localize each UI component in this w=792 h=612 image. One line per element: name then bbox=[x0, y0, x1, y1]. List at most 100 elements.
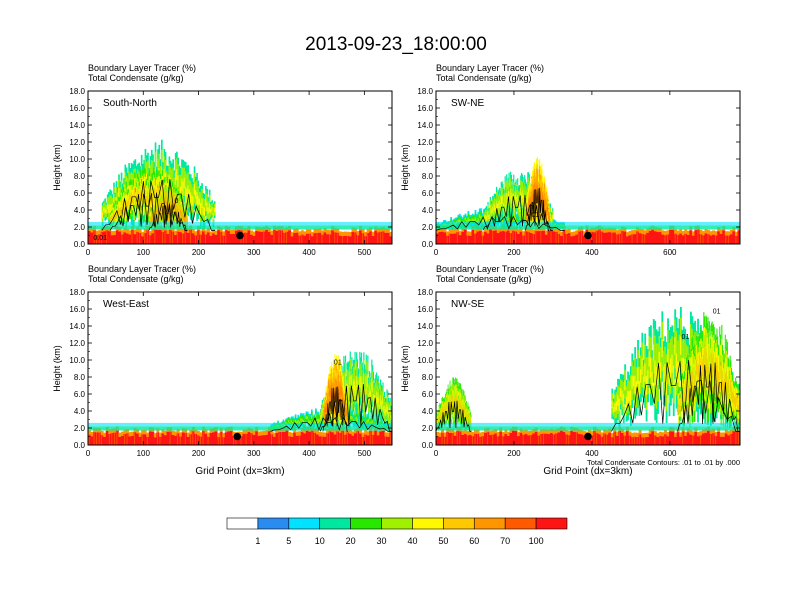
bl-cell-upper bbox=[283, 228, 286, 233]
tracer-cell bbox=[151, 218, 153, 222]
tracer-cell bbox=[320, 415, 322, 420]
bl-cell-upper bbox=[466, 431, 470, 436]
x-tick-label: 600 bbox=[663, 248, 677, 257]
bl-cell-lower bbox=[265, 229, 269, 244]
tracer-cell bbox=[489, 214, 491, 219]
tracer-cell bbox=[658, 351, 661, 368]
bl-cell-upper bbox=[338, 231, 342, 236]
tracer-cell bbox=[674, 337, 677, 355]
bl-cell-upper bbox=[509, 228, 513, 234]
bl-cell-upper bbox=[290, 432, 294, 437]
bl-cell-lower bbox=[110, 235, 114, 244]
bl-cell-lower bbox=[267, 232, 271, 244]
bl-cell-lower bbox=[131, 435, 134, 445]
bl-streak bbox=[603, 433, 605, 445]
bl-cell-upper bbox=[204, 429, 208, 434]
bl-cell-lower bbox=[529, 232, 533, 244]
bl-cell-lower bbox=[732, 431, 736, 445]
tracer-cell bbox=[384, 409, 387, 417]
bl-cell-lower bbox=[712, 234, 716, 244]
bl-cell-lower bbox=[283, 232, 286, 244]
bl-cell-lower bbox=[303, 433, 307, 445]
tracer-cell bbox=[200, 203, 202, 214]
y-tick-label: 2.0 bbox=[422, 424, 434, 433]
tracer-cell bbox=[136, 186, 139, 195]
plot-area: 0.010 bbox=[87, 90, 393, 245]
bl-cell-upper bbox=[207, 227, 210, 233]
bl-cell-upper bbox=[674, 432, 678, 437]
tracer-cell bbox=[651, 372, 654, 386]
bl-cell-upper bbox=[438, 432, 442, 437]
tracer-cell bbox=[371, 378, 373, 391]
y-tick-label: 14.0 bbox=[417, 322, 433, 331]
bl-cell-lower bbox=[539, 230, 543, 244]
bl-cell-upper bbox=[565, 430, 569, 435]
bl-cell-lower bbox=[620, 432, 624, 445]
bl-cell-upper bbox=[371, 231, 375, 237]
tracer-cell bbox=[667, 349, 669, 369]
tracer-cell bbox=[380, 399, 383, 409]
tracer-cell bbox=[665, 374, 668, 395]
bl-streak bbox=[149, 235, 151, 244]
tracer-cell bbox=[357, 390, 359, 404]
tracer-cell bbox=[348, 385, 350, 401]
bl-cell-upper bbox=[207, 432, 210, 437]
bl-cell-lower bbox=[128, 234, 132, 244]
tracer-cell bbox=[496, 201, 498, 211]
tracer-cell bbox=[366, 420, 369, 424]
tracer-cell bbox=[185, 219, 187, 223]
bl-streak bbox=[616, 234, 618, 244]
tracer-cell bbox=[368, 385, 371, 395]
bl-cell-lower bbox=[603, 433, 607, 445]
tracer-cell bbox=[296, 421, 298, 424]
tracer-cell bbox=[205, 198, 207, 206]
tracer-cell bbox=[717, 371, 719, 389]
bl-cell-lower bbox=[133, 234, 137, 244]
tracer-cell bbox=[154, 216, 156, 222]
tracer-cell bbox=[207, 207, 210, 215]
tracer-cell bbox=[121, 198, 123, 205]
tracer-cell bbox=[634, 375, 637, 394]
bl-cell-upper bbox=[310, 231, 314, 237]
tracer-cell bbox=[644, 363, 647, 382]
bl-cell-lower bbox=[560, 430, 564, 445]
bl-streak bbox=[492, 230, 494, 244]
bl-cell-lower bbox=[171, 434, 175, 445]
bl-cell-upper bbox=[351, 227, 355, 232]
condensate-contour bbox=[525, 187, 549, 231]
tracer-cell bbox=[652, 344, 655, 361]
bl-streak bbox=[336, 431, 338, 445]
bl-cell-lower bbox=[669, 431, 672, 445]
tracer-cell bbox=[468, 219, 471, 222]
bl-cell-lower bbox=[707, 234, 710, 244]
bl-cell-lower bbox=[499, 431, 503, 445]
tracer-cell bbox=[162, 208, 164, 215]
bl-cell-lower bbox=[560, 235, 564, 244]
bl-streak bbox=[139, 232, 141, 244]
tracer-cell bbox=[687, 377, 689, 393]
tracer-cell bbox=[474, 217, 477, 222]
bl-cell-lower bbox=[702, 433, 705, 445]
tracer-cell bbox=[351, 375, 353, 387]
tracer-cell bbox=[130, 192, 133, 200]
bl-cell-upper bbox=[131, 431, 134, 436]
tracer-cell bbox=[712, 357, 714, 378]
colorbar-label: 30 bbox=[377, 536, 387, 546]
bl-cell-lower bbox=[331, 230, 335, 244]
bl-cell-lower bbox=[184, 230, 188, 244]
panel-nw-se: Boundary Layer Tracer (%)Total Condensat… bbox=[400, 264, 741, 477]
bl-cell-upper bbox=[532, 229, 536, 235]
y-tick-label: 10.0 bbox=[417, 356, 433, 365]
bl-cell-upper bbox=[653, 431, 657, 436]
tracer-cell bbox=[549, 216, 551, 222]
bl-cell-lower bbox=[729, 234, 733, 244]
tracer-cell bbox=[123, 208, 126, 215]
bl-cell-lower bbox=[633, 234, 637, 244]
tracer-cell bbox=[699, 355, 701, 370]
tracer-cell bbox=[114, 215, 116, 221]
bl-cell-lower bbox=[542, 230, 546, 244]
bl-streak bbox=[144, 232, 146, 244]
bl-cell-lower bbox=[298, 235, 302, 244]
bl-streak bbox=[710, 433, 711, 445]
tracer-cell bbox=[390, 414, 392, 421]
